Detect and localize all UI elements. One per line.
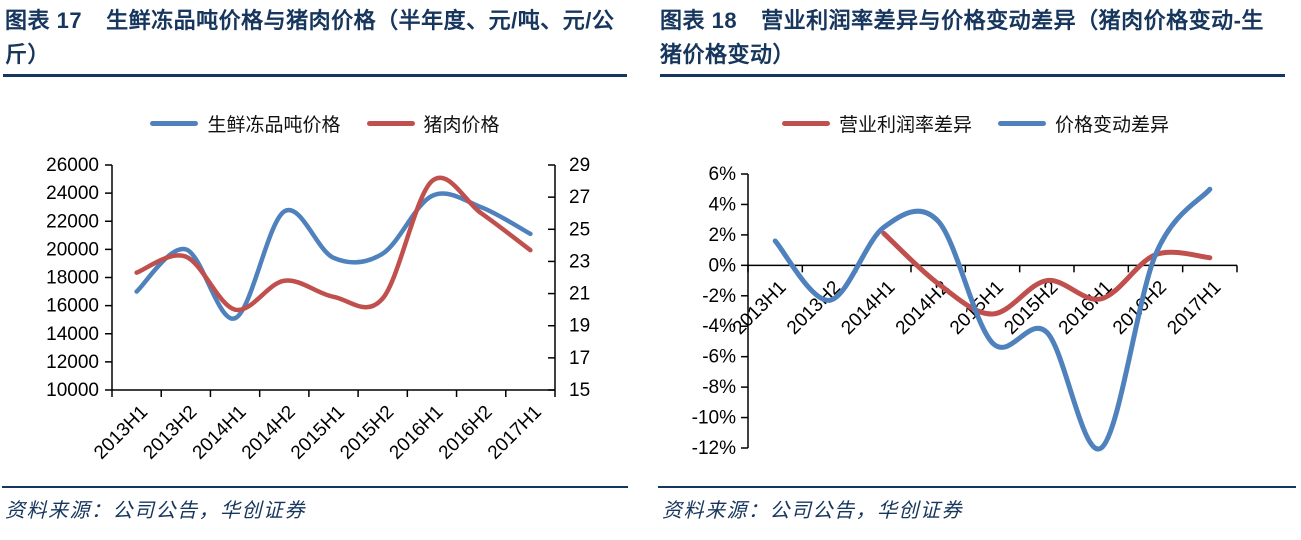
svg-text:2015H1: 2015H1: [287, 402, 349, 464]
svg-text:26000: 26000: [46, 155, 99, 176]
svg-text:27: 27: [569, 187, 590, 208]
svg-text:0%: 0%: [709, 255, 737, 276]
svg-text:22000: 22000: [46, 211, 99, 232]
svg-text:-4%: -4%: [702, 316, 736, 337]
svg-text:10000: 10000: [46, 380, 99, 401]
margin-diff-line-swatch: [781, 121, 830, 126]
figure-18-panel: 图表 18 营业利润率差异与价格变动差异（猪肉价格变动-生猪价格变动） 营业利润率…: [650, 0, 1301, 540]
figure-17-title-text: 生鲜冻品吨价格与猪肉价格（半年度、元/吨、元/公斤）: [5, 8, 615, 67]
svg-text:12000: 12000: [46, 352, 99, 373]
svg-text:2016H1: 2016H1: [386, 402, 448, 464]
svg-text:2014H1: 2014H1: [189, 402, 251, 464]
price-change-diff-line-swatch: [998, 121, 1046, 126]
legend-item-frozen-price: 生鲜冻品吨价格: [150, 110, 341, 137]
svg-text:29: 29: [569, 155, 590, 176]
svg-text:14000: 14000: [46, 324, 99, 345]
svg-text:6%: 6%: [709, 164, 737, 185]
svg-text:17: 17: [569, 348, 590, 369]
svg-text:16000: 16000: [46, 296, 99, 317]
svg-text:4%: 4%: [709, 194, 737, 215]
svg-text:23: 23: [569, 251, 590, 272]
svg-text:2013H2: 2013H2: [139, 402, 201, 464]
svg-text:2016H2: 2016H2: [435, 402, 497, 464]
svg-text:18000: 18000: [46, 268, 99, 289]
legend-item-price-change-diff: 价格变动差异: [998, 110, 1169, 137]
svg-text:-12%: -12%: [692, 438, 736, 459]
figure-18-number: 图表 18: [660, 8, 738, 33]
svg-text:2013H1: 2013H1: [729, 277, 791, 339]
figure-17-title: 图表 17 生鲜冻品吨价格与猪肉价格（半年度、元/吨、元/公斤）: [5, 4, 626, 72]
frozen-price-line-swatch: [150, 121, 199, 126]
svg-text:19: 19: [569, 316, 590, 337]
svg-text:2%: 2%: [709, 225, 737, 246]
margin-vs-price-change-diff-line-chart: 6% 4% 2% 0% -2% -4% -6% -8% -10% -12% 2013H12013H2…: [692, 164, 1238, 459]
source-divider: [2, 486, 628, 488]
svg-text:2013H2: 2013H2: [783, 277, 845, 339]
svg-text:2013H1: 2013H1: [90, 402, 152, 464]
source-note: 资料来源：公司公告，华创证券: [662, 500, 963, 522]
source-divider: [658, 486, 1296, 488]
figure-18-title-text: 营业利润率差异与价格变动差异（猪肉价格变动-生猪价格变动）: [660, 8, 1264, 67]
svg-text:20000: 20000: [46, 239, 99, 260]
legend-label: 猪肉价格: [423, 115, 500, 136]
figure-17-number: 图表 17: [5, 8, 83, 33]
title-divider: [660, 74, 1285, 77]
title-divider: [3, 74, 627, 77]
frozen-vs-pork-price-line-chart: 26000 24000 22000 20000 18000 16000 14000 12000…: [46, 155, 590, 464]
svg-text:2017H1: 2017H1: [1163, 277, 1225, 339]
source-note: 资料来源：公司公告，华创证券: [5, 500, 306, 522]
legend-label: 生鲜冻品吨价格: [207, 115, 341, 136]
pork-price-line-swatch: [366, 121, 415, 126]
svg-text:2015H2: 2015H2: [336, 402, 398, 464]
svg-text:21: 21: [569, 284, 590, 305]
figure-18-title: 图表 18 营业利润率差异与价格变动差异（猪肉价格变动-生猪价格变动）: [660, 4, 1285, 72]
legend-label: 营业利润率差异: [838, 115, 972, 136]
svg-text:24000: 24000: [46, 183, 99, 204]
svg-text:2017H1: 2017H1: [484, 402, 546, 464]
svg-text:15: 15: [569, 380, 590, 401]
legend-item-pork-price: 猪肉价格: [366, 110, 500, 137]
chart-18-legend: 营业利润率差异 价格变动差异: [650, 110, 1301, 137]
legend-item-margin-diff: 营业利润率差异: [781, 110, 972, 137]
svg-text:-2%: -2%: [702, 286, 736, 307]
chart-17-legend: 生鲜冻品吨价格 猪肉价格: [0, 110, 650, 137]
svg-text:2014H2: 2014H2: [238, 402, 300, 464]
legend-label: 价格变动差异: [1055, 115, 1170, 136]
svg-text:-10%: -10%: [692, 408, 736, 429]
svg-text:-6%: -6%: [702, 347, 736, 368]
svg-text:25: 25: [569, 219, 590, 240]
svg-text:-8%: -8%: [702, 377, 736, 398]
figure-17-panel: 图表 17 生鲜冻品吨价格与猪肉价格（半年度、元/吨、元/公斤） 生鲜冻品吨价格 …: [0, 0, 650, 540]
